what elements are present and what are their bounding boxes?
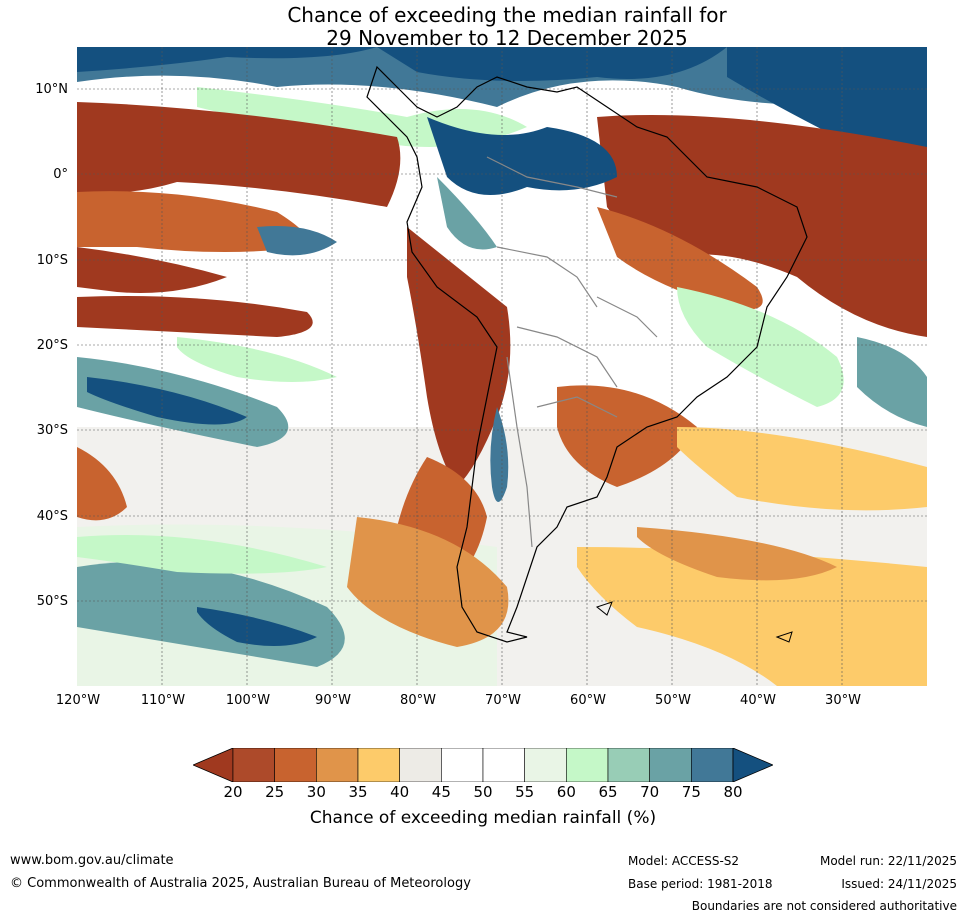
pacific-dry-band-3	[77, 296, 313, 337]
pacific-orange-band	[77, 191, 309, 252]
north-deep-blue-west	[77, 47, 377, 72]
lat-label-20s: 20°S	[36, 338, 68, 353]
lat-label-40s: 40°S	[36, 509, 68, 524]
lon-label-40w: 40°W	[740, 693, 776, 708]
brazil-green-patch	[677, 287, 844, 407]
lat-label-0: 0°	[53, 167, 68, 182]
south-pacific-green	[77, 535, 327, 574]
colorbar-segment	[649, 747, 692, 783]
lon-label-90w: 90°W	[315, 693, 351, 708]
colorbar-segment	[482, 747, 525, 783]
lon-label-80w: 80°W	[400, 693, 436, 708]
southern-cone-orange	[347, 517, 509, 647]
lat-label-30s: 30°S	[36, 423, 68, 438]
title-line-2: 29 November to 12 December 2025	[326, 26, 688, 50]
colorbar-tick-label: 30	[306, 783, 326, 801]
lat-label-10n: 10°N	[35, 82, 68, 97]
west-orange-spot	[77, 447, 127, 521]
footer-copyright: © Commonwealth of Australia 2025, Austra…	[10, 876, 471, 891]
title-line-1: Chance of exceeding the median rainfall …	[287, 3, 727, 27]
pacific-green-patch	[177, 337, 337, 382]
south-pacific-deep-wet	[197, 607, 317, 646]
colorbar-segment	[607, 747, 650, 783]
country-borders	[486, 156, 658, 548]
lat-label-50s: 50°S	[36, 594, 68, 609]
colorbar-tick-label: 25	[265, 783, 285, 801]
colorbar-segment	[441, 747, 484, 783]
lon-label-30w: 30°W	[825, 693, 861, 708]
colorbar-tick-label: 40	[390, 783, 410, 801]
colorbar-segment	[232, 747, 275, 783]
colorbar-tick-label: 80	[723, 783, 743, 801]
brazil-dry-region	[597, 115, 927, 337]
south-georgia	[775, 631, 793, 643]
colorbar-tick-label: 20	[223, 783, 243, 801]
colorbar-tick-label: 35	[348, 783, 368, 801]
south-atlantic-yellow	[677, 427, 927, 511]
footer-model: Model: ACCESS-S2	[628, 854, 740, 868]
colorbar-tick-label: 65	[598, 783, 618, 801]
colorbar-segment	[316, 747, 359, 783]
lon-label-120w: 120°W	[55, 693, 101, 708]
colorbar-tick-label: 55	[515, 783, 535, 801]
lon-label-110w: 110°W	[140, 693, 186, 708]
lat-label-10s: 10°S	[36, 253, 68, 268]
chile-blue-strip	[490, 407, 509, 502]
colorbar-label: Chance of exceeding median rainfall (%)	[309, 808, 657, 828]
colorbar-segment	[691, 747, 734, 783]
colorbar-tick-label: 75	[681, 783, 701, 801]
lon-label-60w: 60°W	[570, 693, 606, 708]
atlantic-wet-patch	[857, 337, 927, 427]
south-atlantic-orange	[637, 527, 837, 581]
colorbar-segment	[357, 747, 400, 783]
colorbar-tick-label: 60	[556, 783, 576, 801]
colorbar	[191, 747, 775, 783]
rainfall-map	[77, 47, 927, 686]
colorbar-segment	[566, 747, 609, 783]
north-deep-blue-center	[377, 47, 727, 81]
equatorial-pacific-dry	[77, 102, 401, 207]
north-deep-blue-east	[727, 47, 927, 158]
andes-dry-strip	[407, 227, 511, 487]
footer-model-run: Model run: 22/11/2025	[819, 854, 957, 868]
south-atlantic-yellow-2	[577, 547, 927, 686]
southeast-pacific-deep-wet	[87, 377, 247, 425]
pacific-dry-band-2	[77, 247, 227, 293]
colorbar-low-arrow	[191, 747, 234, 783]
colorbar-tick-label: 70	[640, 783, 660, 801]
falkland-islands	[595, 601, 613, 616]
colorbar-segment	[524, 747, 567, 783]
map-gridlines	[77, 47, 927, 686]
andes-north-wet	[437, 177, 497, 250]
footer-website: www.bom.gov.au/climate	[10, 853, 174, 868]
footer-issued: Issued: 24/11/2025	[841, 877, 957, 891]
brazil-orange-band	[597, 207, 763, 310]
amazon-wet-patch	[427, 117, 617, 195]
colorbar-tick-label: 45	[431, 783, 451, 801]
south-america-coastline	[366, 65, 808, 643]
lon-label-70w: 70°W	[485, 693, 521, 708]
pacific-blue-spot	[257, 226, 337, 256]
colorbar-segment	[399, 747, 442, 783]
lon-label-50w: 50°W	[655, 693, 691, 708]
colorbar-segment	[274, 747, 317, 783]
colorbar-tick-label: 50	[473, 783, 493, 801]
colorbar-svg	[191, 747, 775, 783]
map-title: Chance of exceeding the median rainfall …	[0, 4, 965, 50]
lon-label-100w: 100°W	[225, 693, 271, 708]
colorbar-high-arrow	[732, 747, 775, 783]
southern-brazil-dry	[557, 385, 697, 487]
footer-base-period: Base period: 1981-2018	[628, 877, 773, 891]
rainfall-map-svg	[77, 47, 927, 686]
footer-disclaimer: Boundaries are not considered authoritat…	[691, 899, 957, 913]
